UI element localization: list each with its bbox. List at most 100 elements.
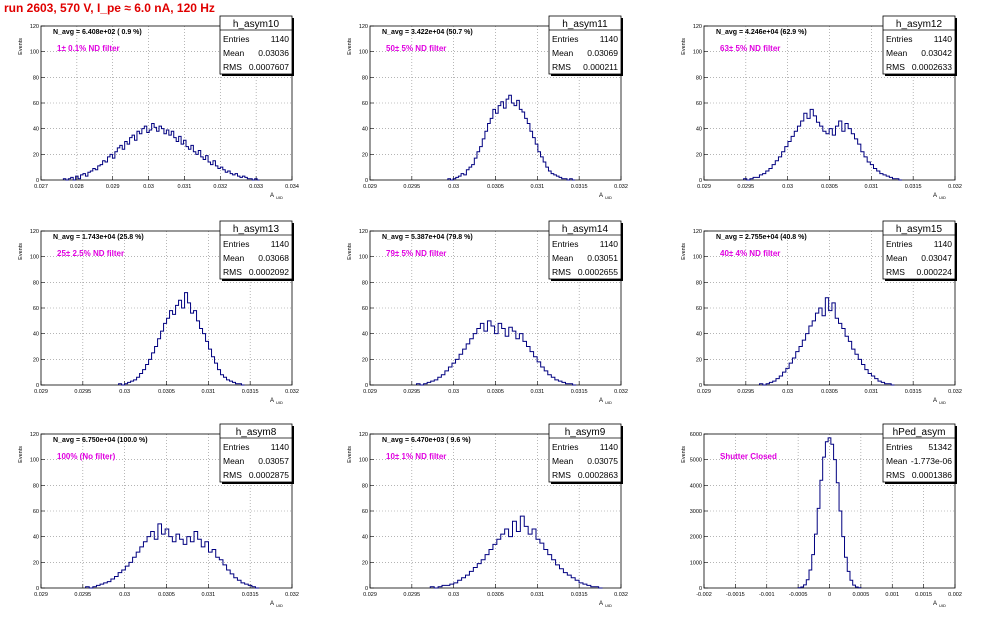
stat-value-entries: 1140 xyxy=(271,442,290,452)
y-tick-label: 60 xyxy=(33,306,39,312)
navg-label: N_avg = 1.743e+04 (25.8 %) xyxy=(53,234,144,241)
y-tick-label: 80 xyxy=(362,280,368,286)
x-tick-label: 0.027 xyxy=(34,184,48,190)
x-tick-label: 0.0005 xyxy=(852,592,869,598)
x-tick-label: 0.029 xyxy=(697,389,711,395)
y-tick-label: 80 xyxy=(33,483,39,489)
stat-value-entries: 1140 xyxy=(600,34,619,44)
stats-shadow xyxy=(955,223,957,281)
y-tick-label: 4000 xyxy=(690,483,702,489)
x-tick-label: 0.0315 xyxy=(571,389,588,395)
filter-label: 25± 2.5% ND filter xyxy=(57,249,124,258)
x-tick-label: 0.0305 xyxy=(487,184,504,190)
y-tick-label: 0 xyxy=(699,383,702,389)
y-tick-label: 60 xyxy=(362,306,368,312)
y-tick-label: 20 xyxy=(696,357,702,363)
x-tick-label: 0.0305 xyxy=(487,389,504,395)
x-tick-label: 0.029 xyxy=(363,592,377,598)
x-tick-label: 0.032 xyxy=(948,184,962,190)
stat-label-rms: RMS xyxy=(223,470,242,480)
stats-shadow xyxy=(885,74,957,76)
x-axis-label: A xyxy=(933,398,937,404)
histogram-panel-h_asym8: 0.029 0.0295 0.03 0.0305 0.031 0.0315 0.032 0 20… xyxy=(18,423,299,608)
y-tick-label: 100 xyxy=(693,50,702,56)
histogram-panel-h_asym13: 0.029 0.0295 0.03 0.0305 0.031 0.0315 0.032 0 20… xyxy=(18,220,299,405)
stat-label-entries: Entries xyxy=(552,239,578,249)
x-tick-label: 0.032 xyxy=(614,389,628,395)
stats-shadow xyxy=(955,18,957,76)
x-tick-label: 0.001 xyxy=(885,592,899,598)
y-tick-label: 1000 xyxy=(690,560,702,566)
y-tick-label: 120 xyxy=(359,24,368,30)
histogram-panel-h_asym14: 0.029 0.0295 0.03 0.0305 0.031 0.0315 0.032 0 20… xyxy=(347,220,628,405)
y-tick-label: 60 xyxy=(33,101,39,107)
y-tick-label: 0 xyxy=(36,178,39,184)
stats-box xyxy=(882,220,956,280)
stat-value-mean: 0.03069 xyxy=(587,48,618,58)
histogram-panel-h_asym10: 0.027 0.028 0.029 0.03 0.031 0.032 0.033 0.034 0… xyxy=(18,15,299,200)
x-tick-label: 0.031 xyxy=(864,184,878,190)
y-tick-label: 0 xyxy=(365,178,368,184)
stats-shadow xyxy=(222,74,294,76)
stat-value-mean: 0.03051 xyxy=(587,253,618,263)
x-axis-label: A xyxy=(270,193,274,199)
stat-value-rms: 0.0002655 xyxy=(578,267,618,277)
y-tick-label: 80 xyxy=(696,75,702,81)
x-axis-label-subscript: UID xyxy=(276,400,283,405)
x-tick-label: 0.029 xyxy=(34,592,48,598)
histogram-name: h_asym15 xyxy=(896,224,943,235)
y-tick-label: 100 xyxy=(30,458,39,464)
navg-label: N_avg = 6.750e+04 (100.0 %) xyxy=(53,437,148,444)
y-tick-label: 100 xyxy=(693,255,702,261)
stat-value-rms: 0.0002863 xyxy=(578,470,618,480)
filter-label: Shutter Closed xyxy=(720,452,777,461)
x-tick-label: 0.0305 xyxy=(158,389,175,395)
stat-value-entries: 1140 xyxy=(600,239,619,249)
y-axis-label: Events xyxy=(18,446,24,463)
stats-box xyxy=(219,15,293,75)
histogram-name: h_asym14 xyxy=(562,224,609,235)
y-tick-label: 20 xyxy=(362,357,368,363)
stat-label-mean: Mean xyxy=(552,456,574,466)
stat-value-mean: 0.03047 xyxy=(921,253,952,263)
y-tick-label: 40 xyxy=(696,332,702,338)
stat-label-rms: RMS xyxy=(552,62,571,72)
stat-label-entries: Entries xyxy=(552,442,578,452)
y-tick-label: 100 xyxy=(359,458,368,464)
histogram-line xyxy=(85,523,260,589)
y-tick-label: 40 xyxy=(362,127,368,133)
x-axis-label: A xyxy=(933,193,937,199)
stats-shadow xyxy=(551,279,623,281)
y-tick-label: 80 xyxy=(33,75,39,81)
x-tick-label: 0.031 xyxy=(201,389,215,395)
stats-box xyxy=(548,423,622,483)
y-tick-label: 20 xyxy=(33,560,39,566)
y-tick-label: 80 xyxy=(696,280,702,286)
run-title: run 2603, 570 V, I_pe ≈ 6.0 nA, 120 Hz xyxy=(4,1,215,15)
x-tick-label: 0.032 xyxy=(614,184,628,190)
stat-label-rms: RMS xyxy=(886,470,905,480)
y-tick-label: 60 xyxy=(696,101,702,107)
stat-label-mean: Mean xyxy=(886,456,908,466)
y-axis-label: Events xyxy=(18,243,24,260)
y-tick-label: 40 xyxy=(33,332,39,338)
x-tick-label: 0.028 xyxy=(70,184,84,190)
x-tick-label: 0.0295 xyxy=(737,389,754,395)
x-tick-label: 0.0315 xyxy=(242,389,259,395)
filter-label: 1± 0.1% ND filter xyxy=(57,44,120,53)
filter-label: 63± 5% ND filter xyxy=(720,44,780,53)
y-tick-label: 40 xyxy=(362,332,368,338)
y-tick-label: 80 xyxy=(33,280,39,286)
y-tick-label: 120 xyxy=(30,432,39,438)
x-tick-label: 0.0305 xyxy=(821,184,838,190)
stat-label-rms: RMS xyxy=(223,62,242,72)
y-tick-label: 60 xyxy=(33,509,39,515)
x-tick-label: 0.0295 xyxy=(403,184,420,190)
stats-box xyxy=(882,15,956,75)
stat-label-entries: Entries xyxy=(552,34,578,44)
stat-value-rms: 0.0002633 xyxy=(912,62,952,72)
x-tick-label: 0.032 xyxy=(213,184,227,190)
navg-label: N_avg = 6.408e+02 ( 0.9 %) xyxy=(53,29,142,36)
y-tick-label: 6000 xyxy=(690,432,702,438)
navg-label: N_avg = 4.246e+04 (62.9 %) xyxy=(716,29,807,36)
